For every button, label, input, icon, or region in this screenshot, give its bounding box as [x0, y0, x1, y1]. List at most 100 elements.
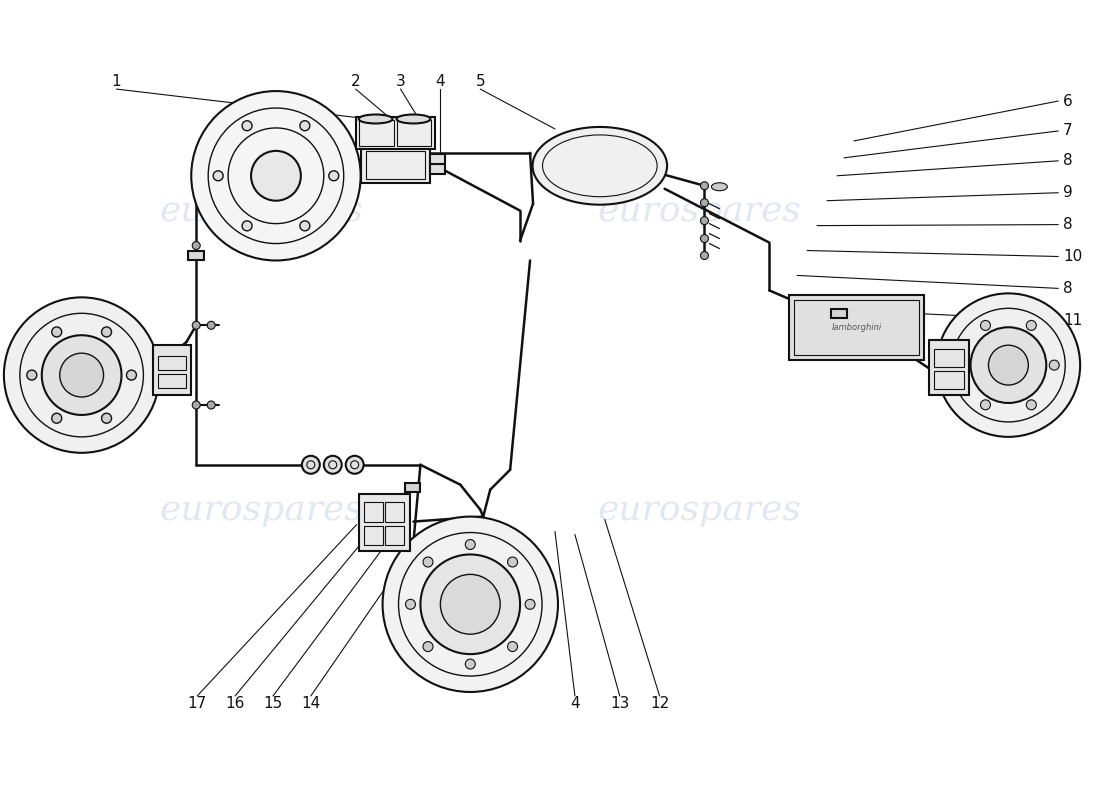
Circle shape — [701, 198, 708, 206]
Circle shape — [207, 401, 216, 409]
Circle shape — [242, 221, 252, 231]
Text: 17: 17 — [188, 697, 207, 711]
Bar — [928, 340, 968, 395]
Circle shape — [26, 370, 36, 380]
Circle shape — [701, 182, 708, 190]
Circle shape — [300, 121, 310, 130]
Text: 4: 4 — [570, 697, 580, 711]
Bar — [158, 374, 186, 388]
Circle shape — [980, 400, 990, 410]
Circle shape — [126, 370, 136, 380]
Circle shape — [300, 221, 310, 231]
Text: 5: 5 — [475, 74, 485, 89]
Bar — [396, 120, 431, 146]
Circle shape — [507, 557, 517, 567]
Circle shape — [323, 456, 342, 474]
Ellipse shape — [532, 127, 667, 205]
Bar — [365, 151, 426, 178]
Circle shape — [101, 327, 111, 337]
Text: 12: 12 — [650, 697, 669, 711]
Text: 3: 3 — [396, 74, 406, 89]
Bar — [934, 371, 964, 389]
Circle shape — [213, 170, 223, 181]
Circle shape — [958, 360, 968, 370]
Circle shape — [251, 151, 301, 201]
Circle shape — [301, 456, 320, 474]
Circle shape — [101, 414, 111, 423]
Circle shape — [701, 251, 708, 259]
Circle shape — [424, 557, 433, 567]
Bar — [405, 482, 420, 492]
Bar — [359, 494, 410, 551]
Bar — [364, 526, 383, 546]
Bar — [430, 164, 446, 174]
Text: 10: 10 — [1064, 249, 1082, 264]
Circle shape — [937, 294, 1080, 437]
Bar — [359, 120, 394, 146]
Circle shape — [424, 642, 433, 651]
Circle shape — [970, 327, 1046, 403]
Text: 8: 8 — [1064, 154, 1072, 168]
Circle shape — [383, 517, 558, 692]
Circle shape — [192, 401, 200, 409]
Circle shape — [1026, 400, 1036, 410]
Circle shape — [52, 327, 62, 337]
Circle shape — [192, 242, 200, 250]
Text: eurospares: eurospares — [597, 493, 802, 526]
Text: 6: 6 — [1064, 94, 1072, 109]
Circle shape — [345, 456, 364, 474]
Bar — [789, 295, 924, 360]
Ellipse shape — [359, 114, 393, 123]
Circle shape — [440, 574, 500, 634]
Bar — [355, 117, 436, 149]
Circle shape — [1026, 321, 1036, 330]
Ellipse shape — [396, 114, 430, 123]
Circle shape — [192, 322, 200, 330]
Text: 9: 9 — [1064, 186, 1072, 200]
Text: 4: 4 — [436, 74, 446, 89]
Bar — [364, 502, 383, 522]
Text: lamborghini: lamborghini — [832, 323, 881, 332]
Bar — [934, 349, 964, 367]
Text: 8: 8 — [1064, 281, 1072, 296]
Bar — [188, 250, 205, 261]
Text: eurospares: eurospares — [160, 493, 363, 526]
Circle shape — [701, 234, 708, 242]
Text: 14: 14 — [301, 697, 320, 711]
Text: 2: 2 — [351, 74, 361, 89]
Text: eurospares: eurospares — [597, 194, 802, 228]
Circle shape — [329, 170, 339, 181]
Text: 16: 16 — [226, 697, 245, 711]
Bar — [385, 526, 404, 546]
Circle shape — [4, 298, 160, 453]
Bar — [385, 502, 404, 522]
Circle shape — [701, 217, 708, 225]
Circle shape — [525, 599, 535, 610]
Bar — [153, 345, 191, 395]
Circle shape — [465, 659, 475, 669]
Bar — [830, 310, 847, 318]
Circle shape — [42, 335, 121, 415]
Ellipse shape — [712, 182, 727, 190]
Bar — [794, 300, 918, 355]
Bar — [158, 356, 186, 370]
Text: 1: 1 — [112, 74, 121, 89]
Circle shape — [59, 353, 103, 397]
Bar — [430, 154, 446, 164]
Circle shape — [207, 322, 216, 330]
Text: 15: 15 — [263, 697, 283, 711]
Text: 11: 11 — [1064, 313, 1082, 328]
Circle shape — [980, 321, 990, 330]
Circle shape — [507, 642, 517, 651]
Bar — [361, 148, 430, 182]
Circle shape — [406, 599, 416, 610]
Circle shape — [989, 345, 1028, 385]
Text: eurospares: eurospares — [160, 194, 363, 228]
Text: 8: 8 — [1064, 217, 1072, 232]
Text: 7: 7 — [1064, 123, 1072, 138]
Circle shape — [420, 554, 520, 654]
Circle shape — [242, 121, 252, 130]
Circle shape — [52, 414, 62, 423]
Circle shape — [465, 539, 475, 550]
Text: 13: 13 — [610, 697, 629, 711]
